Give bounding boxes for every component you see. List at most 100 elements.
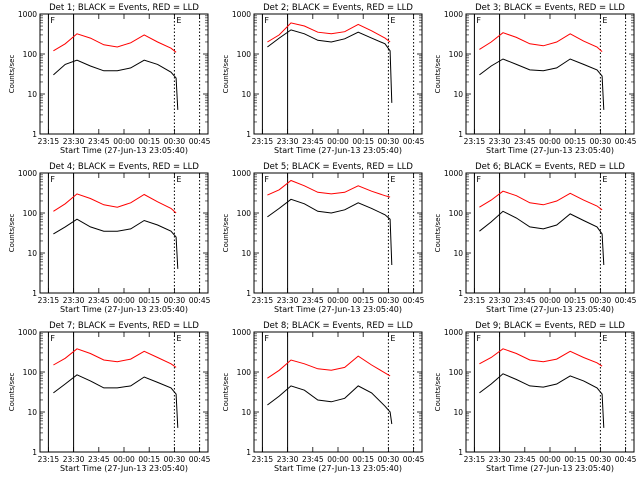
y-tick-label: 100: [237, 209, 252, 218]
y-tick-label: 10: [27, 408, 37, 417]
y-tick-label: 100: [449, 209, 464, 218]
x-axis-label: Start Time (27-Jun-13 23:05:40): [486, 464, 614, 473]
panel-title: Det 2; BLACK = Events, RED = LLD: [263, 3, 413, 13]
panel-det-3: Det 3; BLACK = Events, RED = LLD 1 10 100 10…: [434, 3, 637, 155]
panel-title: Det 5; BLACK = Events, RED = LLD: [263, 162, 413, 172]
x-tick-label: 23:30: [277, 455, 299, 464]
y-tick-label: 100: [449, 50, 464, 59]
panel-det-7: Det 7; BLACK = Events, RED = LLD 1 10 100 10…: [8, 321, 211, 473]
x-tick-label: 23:30: [277, 137, 299, 146]
events-series-line: [479, 58, 605, 110]
x-axis-label: Start Time (27-Jun-13 23:05:40): [274, 464, 402, 473]
x-tick-label: 23:30: [489, 455, 511, 464]
marker-letter: F: [476, 334, 481, 343]
x-axis-label: Start Time (27-Jun-13 23:05:40): [60, 464, 188, 473]
y-axis-label: Counts/sec: [8, 214, 16, 253]
x-tick-label: 00:45: [189, 455, 211, 464]
y-axis-label: Counts/sec: [222, 214, 230, 253]
panel-det-6: Det 6; BLACK = Events, RED = LLD 1 10 100 10…: [434, 162, 637, 314]
marker-letter: F: [50, 334, 55, 343]
y-tick-label: 100: [23, 368, 38, 377]
y-tick-label: 100: [23, 209, 38, 218]
x-tick-label: 23:45: [302, 137, 324, 146]
x-axis-label: Start Time (27-Jun-13 23:05:40): [60, 146, 188, 155]
y-tick-label: 1: [458, 130, 463, 139]
x-tick-label: 00:30: [164, 296, 186, 305]
x-tick-label: 23:30: [489, 137, 511, 146]
x-tick-label: 00:30: [378, 296, 400, 305]
panel-title: Det 3; BLACK = Events, RED = LLD: [475, 3, 625, 13]
y-tick-label: 1000: [232, 169, 251, 178]
marker-letter: E: [176, 175, 181, 184]
lld-series-line: [53, 33, 177, 53]
x-tick-label: 23:45: [514, 455, 536, 464]
x-tick-label: 23:15: [252, 296, 274, 305]
x-tick-label: 23:30: [489, 296, 511, 305]
y-tick-label: 10: [241, 249, 251, 258]
y-axis-label: Counts/sec: [434, 373, 442, 412]
panel-det-9: Det 9; BLACK = Events, RED = LLD 1 10 100 10…: [434, 321, 637, 473]
y-axis-label: Counts/sec: [222, 373, 230, 412]
x-tick-label: 00:45: [615, 137, 637, 146]
lld-series-line: [479, 190, 603, 211]
y-tick-label: 1000: [18, 10, 37, 19]
lld-series-line: [267, 22, 391, 43]
x-tick-label: 00:45: [403, 137, 425, 146]
marker-letter: F: [264, 16, 269, 25]
x-tick-label: 00:00: [327, 296, 349, 305]
x-tick-label: 00:15: [352, 455, 374, 464]
x-tick-label: 00:30: [590, 296, 612, 305]
y-axis-label: Counts/sec: [8, 55, 16, 94]
plot-frame: [253, 331, 423, 453]
x-tick-label: 00:30: [164, 137, 186, 146]
x-tick-label: 00:15: [138, 137, 160, 146]
x-tick-label: 00:45: [189, 137, 211, 146]
marker-letter: E: [390, 334, 395, 343]
y-tick-label: 1000: [232, 328, 251, 337]
marker-letter: F: [476, 175, 481, 184]
x-tick-label: 00:45: [615, 296, 637, 305]
x-tick-label: 00:15: [352, 137, 374, 146]
y-tick-label: 1: [32, 130, 37, 139]
x-tick-label: 00:00: [327, 455, 349, 464]
x-tick-label: 00:45: [189, 296, 211, 305]
events-series-line: [53, 59, 179, 110]
x-tick-label: 23:45: [302, 455, 324, 464]
y-tick-label: 10: [241, 90, 251, 99]
y-tick-label: 1: [458, 289, 463, 298]
events-series-line: [267, 385, 393, 425]
plot-frame: [253, 172, 423, 294]
x-tick-label: 00:15: [564, 137, 586, 146]
x-tick-label: 00:30: [378, 455, 400, 464]
x-tick-label: 23:30: [63, 455, 85, 464]
plot-frame: [253, 13, 423, 135]
marker-letter: F: [50, 16, 55, 25]
x-tick-label: 23:30: [63, 137, 85, 146]
x-axis-label: Start Time (27-Jun-13 23:05:40): [60, 305, 188, 314]
y-tick-label: 10: [453, 90, 463, 99]
marker-letter: E: [390, 16, 395, 25]
y-tick-label: 10: [27, 90, 37, 99]
panel-title: Det 6; BLACK = Events, RED = LLD: [475, 162, 625, 172]
panel-title: Det 7; BLACK = Events, RED = LLD: [49, 321, 199, 331]
panel-title: Det 1; BLACK = Events, RED = LLD: [49, 3, 199, 13]
marker-letter: E: [176, 16, 181, 25]
marker-letter: E: [602, 16, 607, 25]
panel-det-2: Det 2; BLACK = Events, RED = LLD 1 10 100 10…: [222, 3, 425, 155]
panel-det-4: Det 4; BLACK = Events, RED = LLD 1 10 100 10…: [8, 162, 211, 314]
y-tick-label: 1: [458, 448, 463, 457]
x-tick-label: 23:45: [514, 296, 536, 305]
plot-frame: [465, 172, 635, 294]
marker-letter: F: [476, 16, 481, 25]
plot-frame: [465, 13, 635, 135]
x-tick-label: 00:30: [164, 455, 186, 464]
x-tick-label: 23:45: [88, 137, 110, 146]
x-tick-label: 00:15: [352, 296, 374, 305]
y-tick-label: 100: [23, 50, 38, 59]
panel-title: Det 4; BLACK = Events, RED = LLD: [49, 162, 199, 172]
x-axis-label: Start Time (27-Jun-13 23:05:40): [274, 146, 402, 155]
y-tick-label: 1: [32, 448, 37, 457]
y-tick-label: 1: [32, 289, 37, 298]
x-tick-label: 23:45: [514, 137, 536, 146]
x-tick-label: 00:15: [564, 455, 586, 464]
